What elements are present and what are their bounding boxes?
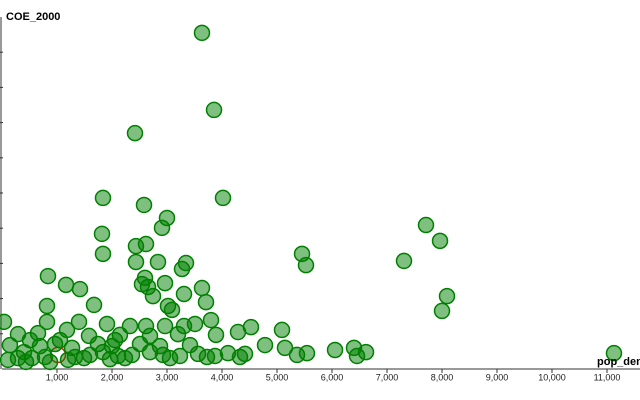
point (433, 302, 451, 320)
point (101, 350, 119, 368)
point (126, 124, 144, 142)
point (173, 260, 191, 278)
point (127, 253, 145, 271)
point (94, 189, 112, 207)
point (106, 331, 124, 349)
point (231, 348, 249, 366)
point (98, 315, 116, 333)
point (151, 337, 169, 355)
point (57, 276, 75, 294)
x-tick-label: 11,000 (594, 372, 621, 382)
x-tick-label: 5,000 (266, 372, 289, 382)
point (135, 196, 153, 214)
point (153, 219, 171, 237)
point (197, 293, 215, 311)
point (229, 323, 247, 341)
point (149, 253, 167, 271)
point (431, 232, 449, 250)
point (39, 267, 57, 285)
x-tick-label: 10,000 (538, 372, 566, 382)
point (348, 347, 366, 365)
point (17, 353, 35, 371)
point (51, 331, 69, 349)
point (193, 279, 211, 297)
point (193, 24, 211, 42)
point (59, 351, 77, 369)
point (75, 349, 93, 367)
point (144, 287, 162, 305)
point (38, 313, 56, 331)
point (70, 313, 88, 331)
point (89, 335, 107, 353)
x-tick-label: 9,000 (486, 372, 509, 382)
point (41, 353, 59, 371)
point (156, 317, 174, 335)
x-tick-label: 6,000 (321, 372, 344, 382)
point (137, 235, 155, 253)
point (85, 296, 103, 314)
point (181, 336, 199, 354)
point (207, 326, 225, 344)
point (93, 225, 111, 243)
x-axis-title: pop_den (597, 356, 640, 368)
y-axis-title: COE_2000 (6, 11, 60, 23)
point (438, 287, 456, 305)
point (273, 321, 291, 339)
point (169, 325, 187, 343)
point (202, 311, 220, 329)
point (175, 285, 193, 303)
point (21, 331, 39, 349)
point (1, 336, 19, 354)
point (0, 351, 17, 369)
point (256, 336, 274, 354)
point (276, 339, 294, 357)
x-tick-label: 8,000 (431, 372, 454, 382)
x-tick-label: 7,000 (376, 372, 399, 382)
point (131, 335, 149, 353)
x-tick-label: 1,000 (46, 372, 69, 382)
point (116, 349, 134, 367)
x-tick-label: 4,000 (211, 372, 234, 382)
point (186, 315, 204, 333)
point (163, 301, 181, 319)
point (326, 341, 344, 359)
point (198, 348, 216, 366)
point (417, 216, 435, 234)
point (298, 344, 316, 362)
point (205, 101, 223, 119)
point (605, 344, 623, 362)
point (395, 252, 413, 270)
point (94, 245, 112, 263)
point (297, 256, 315, 274)
point (214, 189, 232, 207)
point (0, 313, 13, 331)
point (71, 280, 89, 298)
x-tick-label: 2,000 (101, 372, 124, 382)
x-tick-label: 3,000 (156, 372, 179, 382)
point (156, 274, 174, 292)
point (161, 349, 179, 367)
point (38, 297, 56, 315)
